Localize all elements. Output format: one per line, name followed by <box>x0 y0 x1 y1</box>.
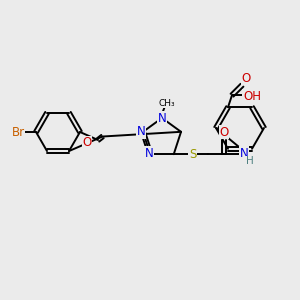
Text: S: S <box>189 148 196 161</box>
Text: N: N <box>145 147 154 160</box>
Text: OH: OH <box>243 90 261 103</box>
Text: O: O <box>82 136 92 149</box>
Text: H: H <box>246 156 253 166</box>
Text: O: O <box>242 72 250 85</box>
Text: N: N <box>239 147 248 160</box>
Text: CH₃: CH₃ <box>159 98 175 107</box>
Text: Br: Br <box>11 125 25 139</box>
Text: N: N <box>136 125 146 138</box>
Text: O: O <box>219 126 228 139</box>
Text: N: N <box>158 112 166 124</box>
